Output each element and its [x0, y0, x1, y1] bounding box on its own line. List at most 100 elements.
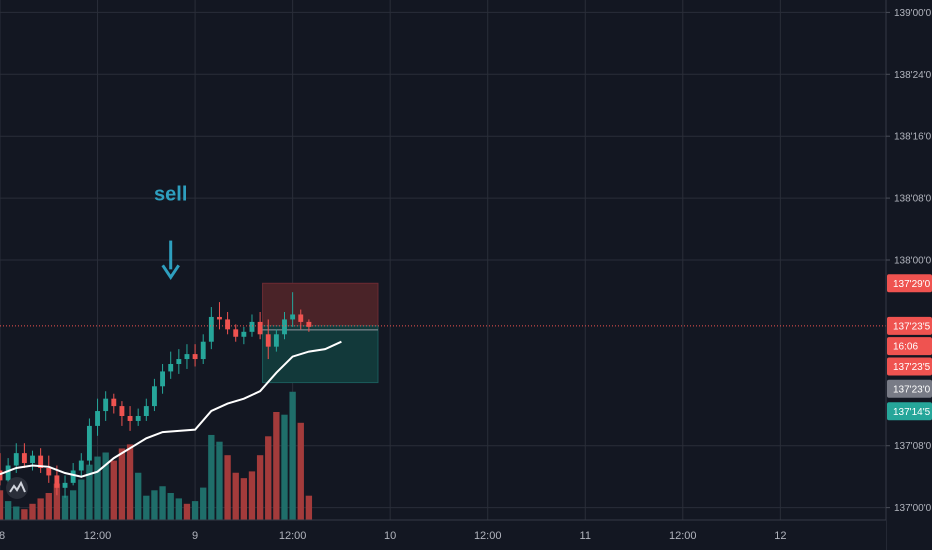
- volume-bar: [297, 422, 304, 520]
- candle-body: [160, 371, 166, 387]
- y-tick-label: 139'00'0: [894, 8, 932, 19]
- volume-bar: [151, 490, 158, 520]
- x-axis-panel: [0, 520, 886, 550]
- volume-bar: [102, 452, 109, 520]
- candle-body: [168, 364, 174, 372]
- volume-bar: [208, 434, 215, 520]
- y-tick-label: 137'00'0: [894, 503, 932, 514]
- logo-icon: [9, 480, 26, 493]
- price-tag: [887, 316, 932, 335]
- volume-bar: [232, 472, 239, 520]
- arrow-down-icon: [161, 264, 180, 281]
- volume-bar: [183, 503, 191, 520]
- price-tag: [887, 274, 932, 293]
- candle-body: [217, 316, 222, 320]
- candle-body: [192, 354, 198, 360]
- moving-average-path: [0, 340, 342, 478]
- volume-bar: [256, 455, 264, 520]
- price-tag-label: 137'14'5: [893, 407, 931, 418]
- volume-bar: [289, 391, 296, 520]
- volume-bar: [200, 487, 207, 520]
- price-tags: 137'29'0 137'23'5 16:06 137'23'5 137'23'0 137…: [887, 274, 932, 421]
- y-tick-label: 137'08'0: [894, 441, 932, 452]
- price-tag: [887, 379, 932, 398]
- volume-bar: [273, 412, 280, 520]
- candle-body: [127, 416, 133, 421]
- volume-bar: [159, 486, 166, 520]
- volume-bar: [61, 495, 69, 520]
- candle-body: [184, 354, 190, 360]
- price-tag-label: 137'29'0: [893, 279, 931, 290]
- price-tag-label: 16:06: [893, 342, 918, 353]
- candle-body: [225, 319, 231, 330]
- y-tick-label: 138'24'0: [894, 70, 932, 81]
- candle-body: [5, 465, 11, 481]
- y-tick-label: 138'00'0: [894, 256, 932, 267]
- candle-body: [152, 386, 157, 407]
- candle-body: [0, 470, 3, 481]
- x-tick-label: 12: [774, 530, 786, 542]
- volume-bar: [21, 509, 28, 520]
- candle-body: [306, 321, 312, 327]
- volume-bar: [167, 493, 174, 520]
- candle-body: [298, 314, 304, 322]
- sell-label: sell: [154, 184, 187, 206]
- volume-bar: [86, 464, 93, 520]
- volume-bar: [29, 503, 36, 520]
- candle-body: [119, 406, 125, 416]
- candle-body: [46, 468, 52, 476]
- candle-body: [30, 455, 35, 464]
- price-tag: [887, 337, 932, 356]
- volume-bar: [4, 501, 12, 520]
- volume-bar: [265, 436, 272, 520]
- x-tick-label: 12:00: [669, 530, 697, 542]
- candle-body: [111, 398, 117, 407]
- x-tick-label: 8: [0, 530, 5, 542]
- volume-bar: [216, 441, 223, 520]
- x-tick-label: 9: [192, 530, 198, 542]
- candle-body: [54, 475, 60, 488]
- moving-average-line: [0, 340, 342, 478]
- x-tick-label: 12:00: [279, 530, 307, 542]
- candle-body: [70, 470, 76, 483]
- volume-bar: [0, 490, 4, 520]
- volume-bar: [175, 498, 182, 520]
- candle-body: [86, 425, 92, 461]
- candle-body: [265, 334, 271, 347]
- candle-body: [200, 341, 206, 360]
- price-tag: [887, 402, 932, 421]
- candle-body: [249, 321, 255, 332]
- x-tick-label: 12:00: [84, 530, 112, 542]
- candle-body: [233, 329, 239, 337]
- volume-bar: [248, 471, 256, 520]
- y-tick-label: 138'16'0: [894, 132, 932, 143]
- candle-body: [241, 331, 247, 337]
- candle-body: [282, 319, 287, 335]
- candle-body: [257, 321, 263, 335]
- volume-bar: [143, 495, 150, 520]
- x-tick-label: 12:00: [474, 530, 502, 542]
- volume-bar: [118, 448, 126, 520]
- tradingview-logo[interactable]: [6, 477, 28, 499]
- short-position-tool[interactable]: [262, 282, 379, 384]
- price-tag-label: 137'23'0: [893, 384, 931, 395]
- x-axis-ticks: 8 12:00 9 12:00 10 12:00 11 12:00 12: [0, 530, 786, 542]
- volume-bar: [53, 483, 61, 520]
- volume-bar: [281, 414, 288, 520]
- price-tag: [887, 357, 932, 376]
- take-profit-zone: [262, 325, 379, 384]
- candle-body: [143, 406, 149, 416]
- candle-body: [290, 314, 296, 320]
- candle-body: [13, 453, 19, 466]
- sell-annotation[interactable]: sell: [154, 184, 187, 281]
- volume-bars: [0, 391, 313, 520]
- candle-body: [103, 398, 109, 412]
- candle-body: [62, 482, 68, 488]
- candle-body: [208, 316, 214, 342]
- y-tick-label: 138'08'0: [894, 194, 932, 205]
- volume-bar: [45, 493, 52, 520]
- candle-body: [21, 453, 27, 464]
